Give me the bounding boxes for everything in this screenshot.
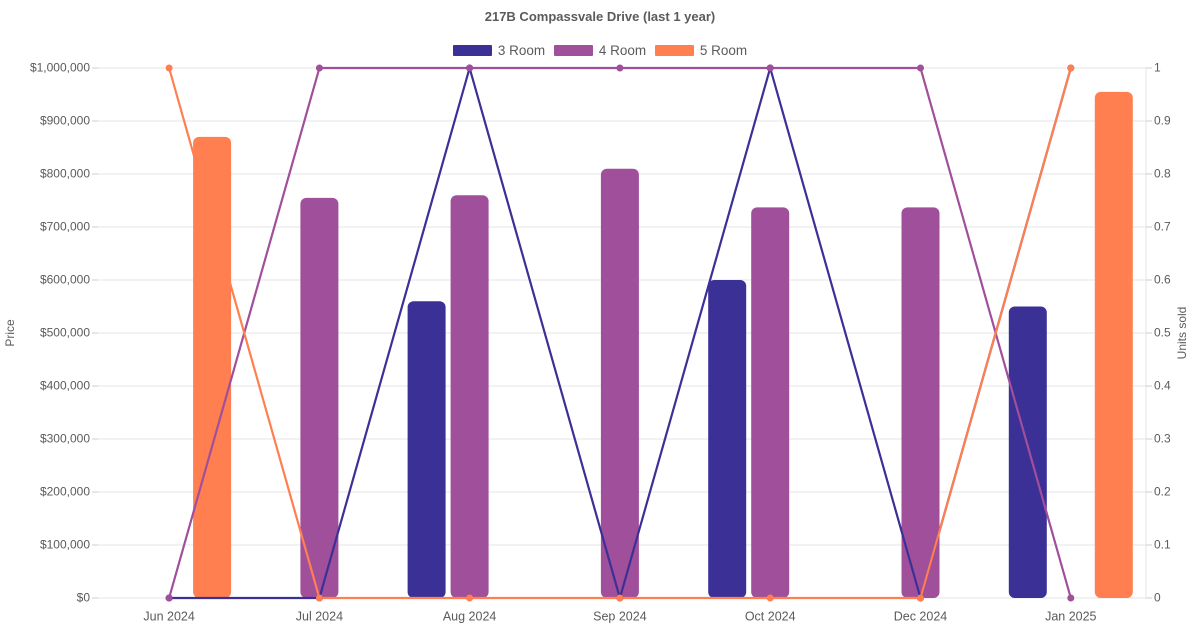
- svg-text:1: 1: [1154, 61, 1161, 75]
- svg-text:0.5: 0.5: [1154, 326, 1171, 340]
- svg-text:$400,000: $400,000: [40, 379, 90, 393]
- svg-text:$600,000: $600,000: [40, 273, 90, 287]
- svg-text:Aug 2024: Aug 2024: [443, 610, 497, 624]
- svg-text:0.4: 0.4: [1154, 379, 1171, 393]
- svg-text:$700,000: $700,000: [40, 220, 90, 234]
- svg-text:$1,000,000: $1,000,000: [30, 61, 90, 75]
- svg-text:$0: $0: [77, 591, 91, 605]
- svg-text:Units sold: Units sold: [1175, 307, 1189, 360]
- svg-text:Jan 2025: Jan 2025: [1045, 610, 1096, 624]
- svg-text:$900,000: $900,000: [40, 114, 90, 128]
- svg-text:$500,000: $500,000: [40, 326, 90, 340]
- svg-text:$300,000: $300,000: [40, 432, 90, 446]
- svg-text:Oct 2024: Oct 2024: [745, 610, 796, 624]
- svg-text:0.7: 0.7: [1154, 220, 1171, 234]
- svg-text:0.6: 0.6: [1154, 273, 1171, 287]
- svg-text:0.1: 0.1: [1154, 538, 1171, 552]
- svg-text:0: 0: [1154, 591, 1161, 605]
- svg-text:Sep 2024: Sep 2024: [593, 610, 647, 624]
- svg-text:0.3: 0.3: [1154, 432, 1171, 446]
- svg-text:$200,000: $200,000: [40, 485, 90, 499]
- svg-text:0.2: 0.2: [1154, 485, 1171, 499]
- svg-text:$100,000: $100,000: [40, 538, 90, 552]
- svg-text:Jul 2024: Jul 2024: [296, 610, 343, 624]
- svg-text:Dec 2024: Dec 2024: [894, 610, 948, 624]
- svg-text:Price: Price: [3, 319, 17, 347]
- svg-text:0.9: 0.9: [1154, 114, 1171, 128]
- svg-text:0.8: 0.8: [1154, 167, 1171, 181]
- svg-text:Jun 2024: Jun 2024: [143, 610, 194, 624]
- svg-text:$800,000: $800,000: [40, 167, 90, 181]
